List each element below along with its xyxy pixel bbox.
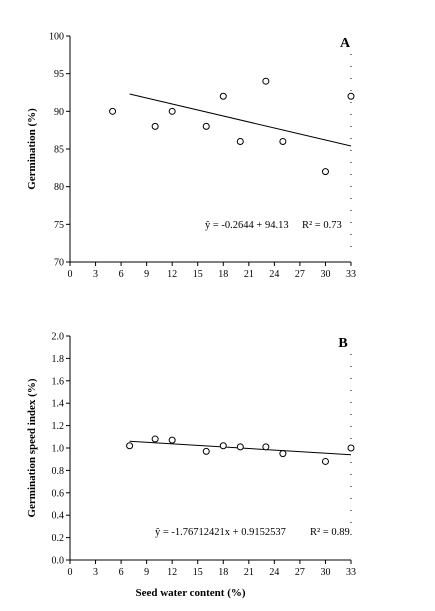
x-tick-label: 12	[167, 269, 177, 280]
data-point	[236, 137, 244, 145]
y-tick-label: 0.0	[52, 556, 65, 567]
r-squared-label: R² = 0.73	[302, 220, 342, 231]
y-tick-label: 95	[54, 69, 64, 80]
x-tick-label: 24	[269, 269, 279, 280]
x-tick-label: 3	[93, 269, 98, 280]
y-tick-label: 90	[54, 107, 64, 118]
regression-line	[129, 93, 352, 147]
x-tick-label: 6	[119, 567, 124, 578]
y-tick-label: 1.8	[52, 354, 65, 365]
x-tick-label: 27	[295, 269, 305, 280]
data-point	[236, 443, 244, 451]
y-tick-label: 75	[54, 220, 64, 231]
data-point	[219, 442, 227, 450]
regression-equation: ŷ = -0.2644 + 94.13	[205, 220, 289, 231]
y-axis-title: Germination speed index (%)	[26, 378, 38, 517]
y-tick-label: 1.4	[52, 399, 65, 410]
data-point	[151, 122, 159, 130]
x-tick-label: 0	[68, 567, 73, 578]
panel-b: 0.0 0.2 0.4 0.6 0.8 1.0 1.2 1.4 1.6 1.8 2.0 0 3 6 9 12 1…	[26, 332, 356, 600]
x-tick-label: 15	[193, 567, 203, 578]
y-tick-label: 1.2	[52, 421, 65, 432]
y-tick-label: 0.2	[52, 533, 65, 544]
data-point	[202, 122, 210, 130]
data-point	[347, 92, 355, 100]
y-tick-label: 1.6	[52, 376, 65, 387]
y-axis-title: Germination (%)	[26, 108, 38, 190]
data-point	[279, 450, 287, 458]
x-tick-label: 18	[218, 567, 228, 578]
data-point	[321, 457, 329, 465]
y-tick-label: 1.0	[52, 444, 65, 455]
data-point	[321, 168, 329, 176]
x-tick-label: 9	[144, 567, 149, 578]
x-tick-label: 0	[68, 269, 73, 280]
x-tick-label: 27	[295, 567, 305, 578]
x-tick-label: 33	[346, 269, 356, 280]
data-point	[262, 443, 270, 451]
data-point	[126, 442, 134, 450]
x-tick-label: 30	[320, 567, 330, 578]
data-point	[168, 436, 176, 444]
data-point	[219, 92, 227, 100]
r-squared-label: R² = 0.89	[310, 527, 350, 538]
regression-equation: ŷ = -1.76712421x + 0.9152537	[155, 527, 286, 538]
data-point	[151, 435, 159, 443]
y-tick-label: 85	[54, 145, 64, 156]
x-axis-title: Seed water content (%)	[135, 587, 245, 599]
data-point	[202, 447, 210, 455]
x-tick-label: 21	[244, 567, 254, 578]
x-tick-label: 6	[119, 269, 124, 280]
data-point	[347, 444, 355, 452]
x-tick-label: 12	[167, 567, 177, 578]
data-point	[168, 107, 176, 115]
y-tick-label: 0.8	[52, 466, 65, 477]
data-point	[262, 77, 270, 85]
y-tick-label: 70	[54, 258, 64, 269]
y-tick-label: 100	[49, 32, 64, 43]
data-point	[279, 137, 287, 145]
x-tick-label: 30	[320, 269, 330, 280]
y-tick-label: 80	[54, 182, 64, 193]
x-tick-label: 33	[346, 567, 356, 578]
panel-label: A	[340, 36, 351, 51]
x-tick-label: 24	[269, 567, 279, 578]
y-tick-label: 0.6	[52, 488, 65, 499]
panel-a: 70 75 80 85 90 95 100 0 3 6 9 12 15 18 21 24 27 30 33 Aŷ = …	[26, 32, 356, 281]
x-tick-label: 15	[193, 269, 203, 280]
y-tick-label: 2.0	[52, 332, 65, 343]
y-tick-label: 0.4	[52, 511, 65, 522]
x-tick-label: 9	[144, 269, 149, 280]
x-tick-label: 18	[218, 269, 228, 280]
panel-label: B	[338, 336, 347, 351]
x-tick-label: 21	[244, 269, 254, 280]
data-point	[109, 107, 117, 115]
x-tick-label: 3	[93, 567, 98, 578]
